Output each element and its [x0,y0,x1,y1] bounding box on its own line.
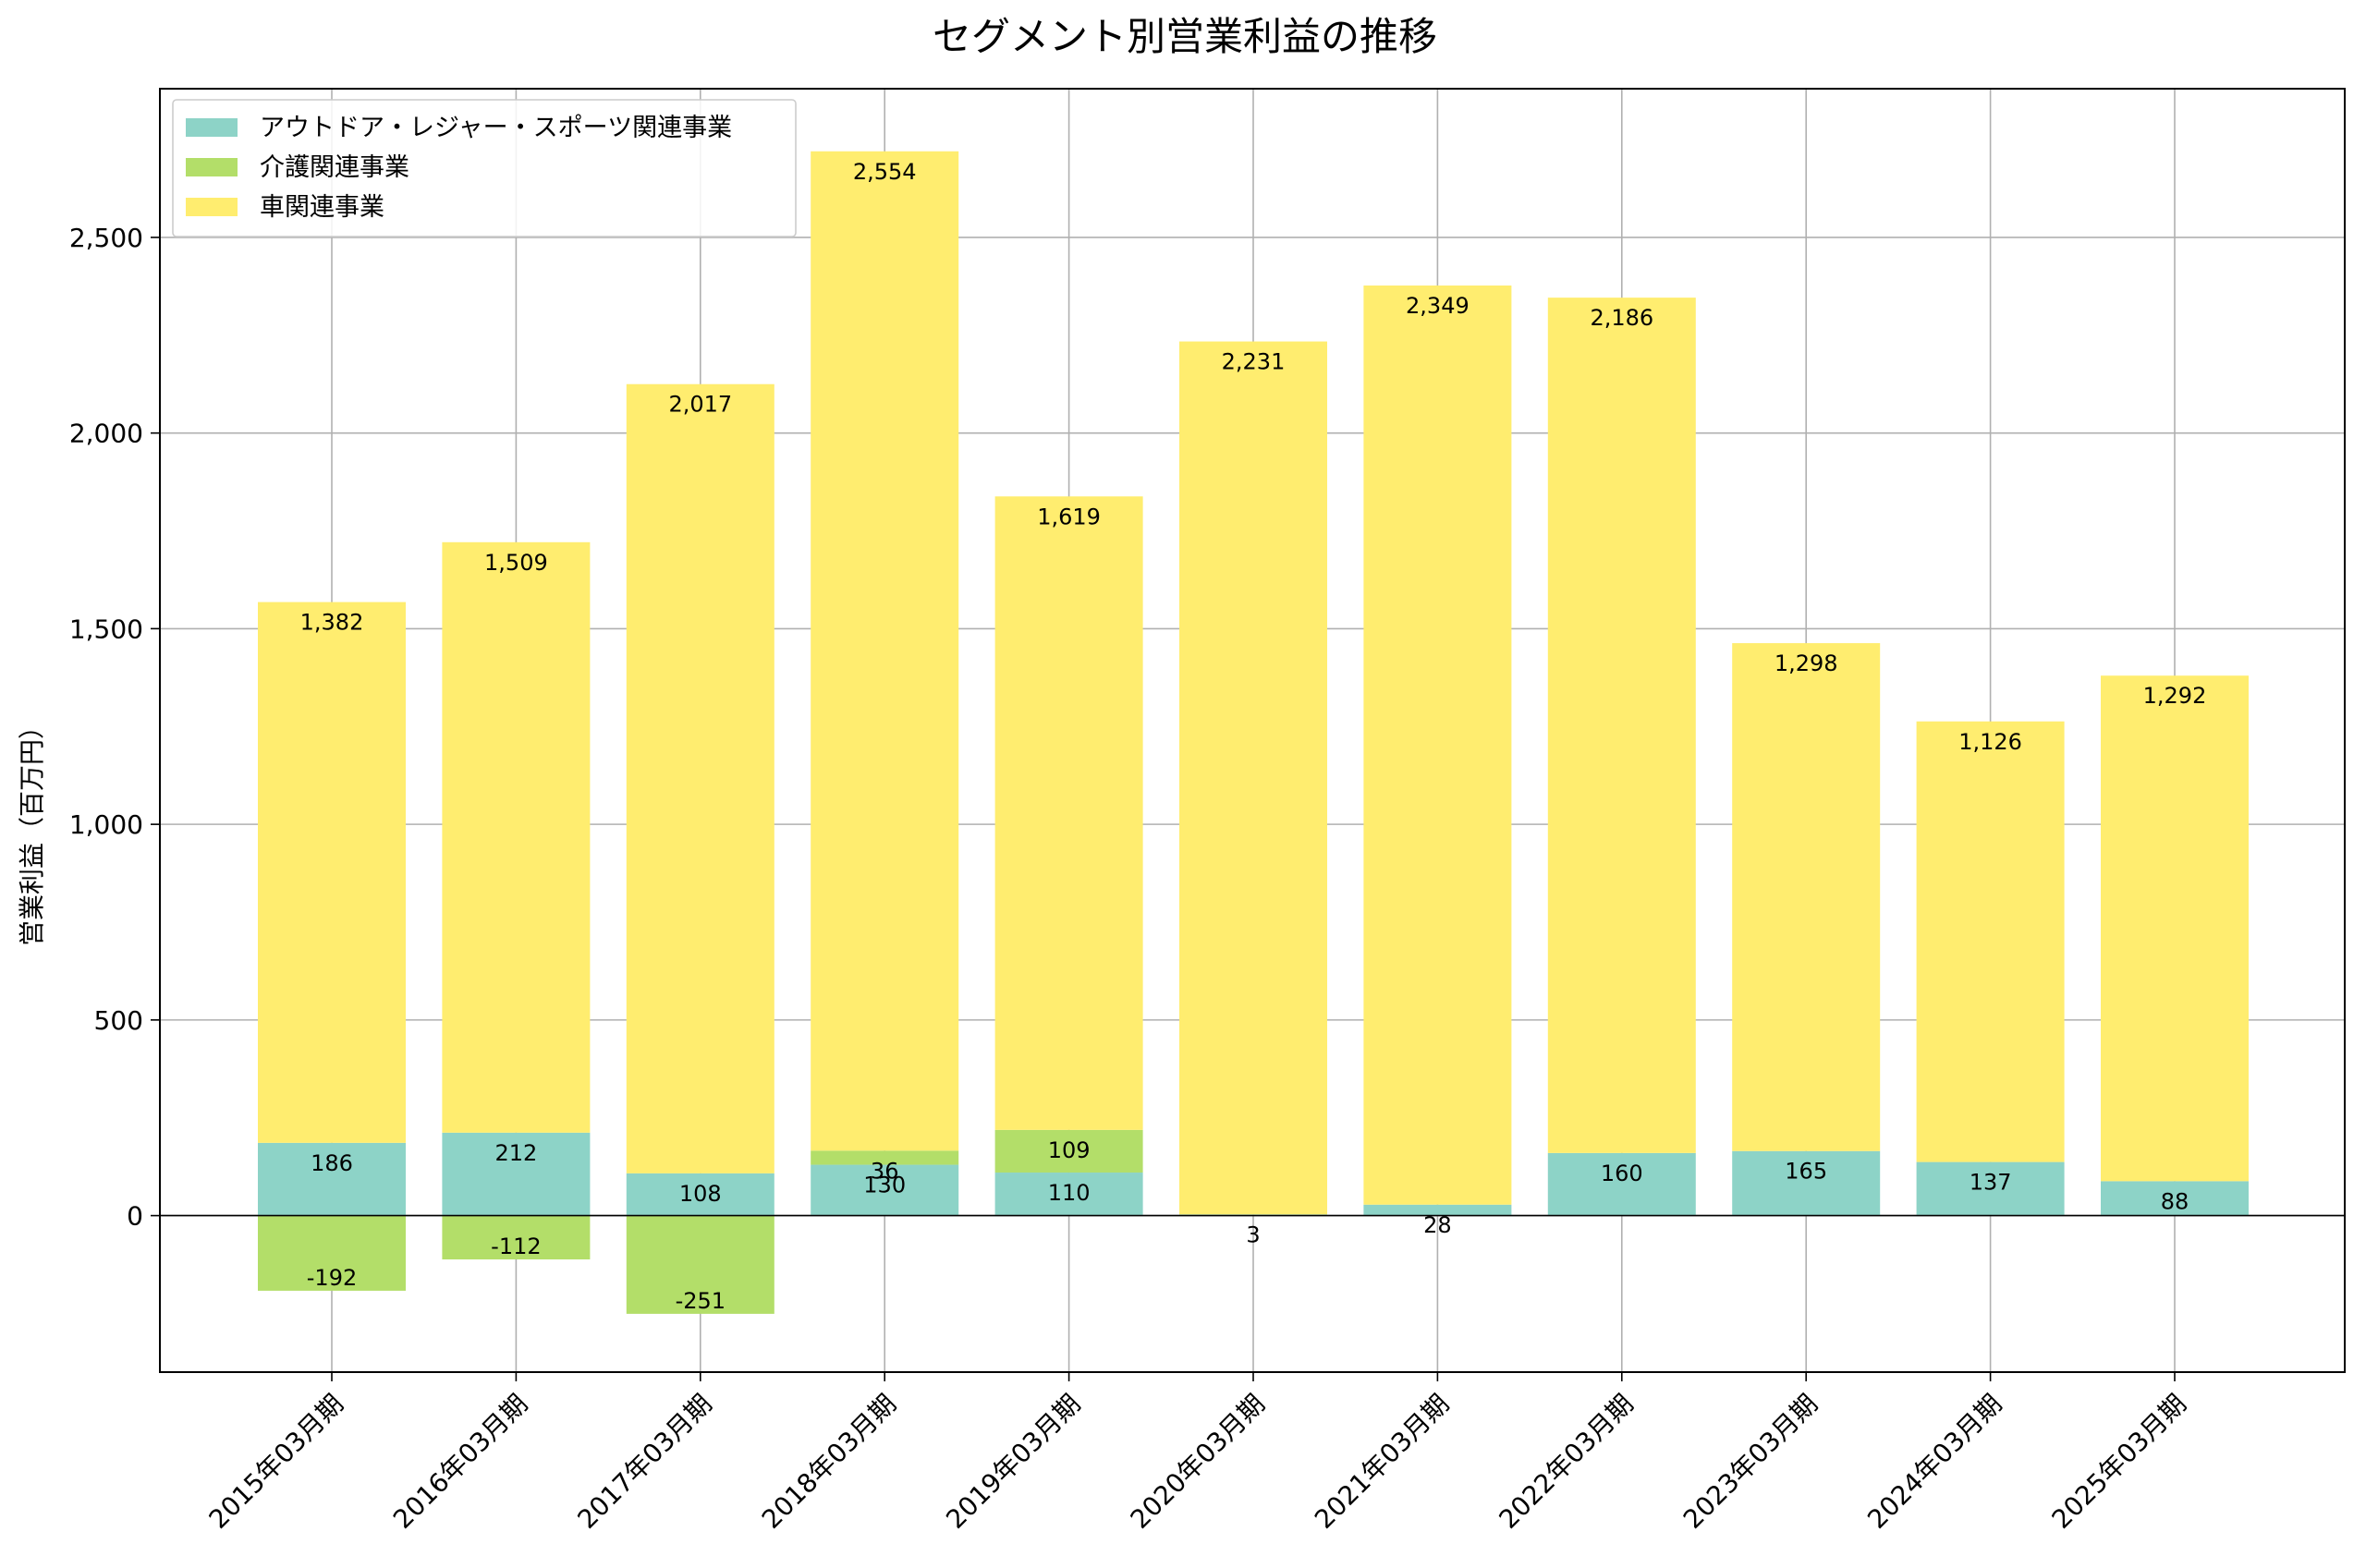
bar-1 [1732,1150,1881,1216]
bar-3 [442,541,591,1133]
data-label: 1,509 [484,550,548,576]
legend-box [172,99,797,237]
plot-frame [159,88,2346,1373]
bar-1 [811,1164,959,1216]
data-label: 1,126 [1958,729,2022,755]
x-tick-label: 2019年03月期 [940,1389,1086,1535]
legend-swatch [186,158,238,176]
y-tick-label: 500 [94,1005,143,1036]
data-label: 137 [1970,1170,2012,1196]
y-tick-label: 0 [127,1201,143,1232]
bar-1 [1363,1204,1512,1216]
data-label: 2,017 [668,392,732,418]
y-tick-label: 2,500 [69,223,143,253]
chart-title: セグメント別営業利益の推移 [933,14,1437,59]
bar-1 [1916,1161,2065,1216]
x-tick-label: 2023年03月期 [1677,1389,1823,1535]
data-label: 36 [871,1158,899,1184]
x-tick-label: 2022年03月期 [1493,1389,1639,1535]
data-label: 1,292 [2143,683,2207,709]
data-label: 130 [863,1173,906,1198]
bar-3 [1363,286,1512,1205]
data-label: -192 [307,1265,357,1291]
bar-2 [811,1150,959,1165]
x-tick-label: 2018年03月期 [756,1389,902,1535]
labels-layer: 186 212 108 130 110 3 28 160 165 137 88 -192 -112 -25… [300,159,2207,1314]
bar-3 [626,383,774,1173]
data-label: 2,349 [1406,293,1470,319]
legend-label: アウトドア・レジャー・スポーツ関連事業 [260,114,732,142]
data-label: 2,231 [1222,349,1286,375]
data-label: 165 [1785,1159,1827,1185]
x-tick-label: 2025年03月期 [2046,1389,2192,1535]
bar-2 [626,1215,774,1314]
bar-1 [2101,1181,2249,1216]
bar-3 [2101,675,2249,1182]
bar-1 [994,1173,1143,1216]
data-label: 88 [2161,1188,2189,1214]
bar-3 [1179,341,1327,1215]
bar-3 [811,151,959,1151]
data-label: 108 [679,1181,722,1207]
data-label: 160 [1601,1161,1643,1186]
data-label: 2,186 [1590,305,1653,331]
data-label: 28 [1423,1212,1452,1238]
bar-3 [258,602,406,1143]
x-tick-label: 2016年03月期 [387,1389,533,1535]
data-label: 3 [1246,1222,1260,1247]
bar-2 [258,1215,406,1291]
x-tick-label: 2020年03月期 [1125,1389,1271,1535]
data-label: 110 [1048,1180,1091,1206]
data-label: 2,554 [853,159,917,185]
x-tick-label: 2017年03月期 [571,1389,717,1535]
data-label: -112 [491,1234,541,1259]
x-tick-label: 2024年03月期 [1861,1389,2007,1535]
data-label: -251 [676,1288,726,1314]
bar-1 [626,1173,774,1216]
y-tick-label: 1,500 [69,614,143,644]
legend-label: 車関連事業 [260,193,384,222]
legend-swatch [186,198,238,216]
y-tick-label: 2,000 [69,419,143,449]
data-label: 1,298 [1774,650,1838,676]
data-label: 109 [1048,1137,1091,1163]
bar-1 [442,1132,591,1216]
bar-3 [994,496,1143,1130]
data-label: 1,619 [1037,504,1101,529]
bar-2 [994,1129,1143,1173]
x-tick-label: 2015年03月期 [203,1389,349,1535]
data-label: 186 [311,1150,353,1176]
y-axis-ticks: 0 500 1,000 1,500 2,000 2,500 [69,223,160,1232]
bar-2 [442,1215,591,1260]
data-label: 1,382 [300,610,364,636]
x-tick-label: 2021年03月期 [1309,1389,1455,1535]
legend-swatch [186,118,238,137]
bar-3 [1916,721,2065,1162]
bars-layer [258,151,2249,1314]
bar-3 [1732,643,1881,1151]
bar-1 [1547,1152,1696,1216]
legend-label: 介護関連事業 [260,153,409,182]
y-axis-label: 営業利益（百万円） [17,713,47,946]
data-label: 212 [494,1140,537,1166]
x-axis-ticks: 2015年03月期 2016年03月期 2017年03月期 2018年03月期 2019… [203,1372,2192,1535]
bar-1 [258,1142,406,1216]
y-tick-label: 1,000 [69,809,143,840]
bar-3 [1547,298,1696,1153]
